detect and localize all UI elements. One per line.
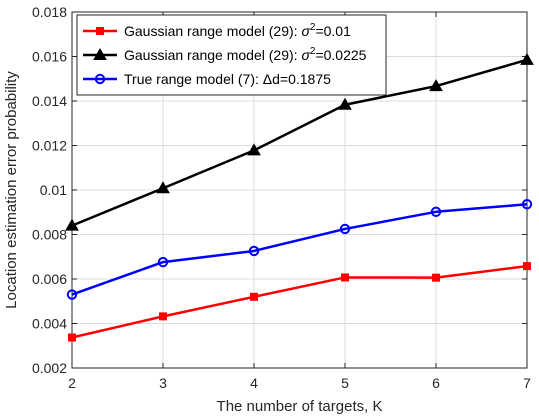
data-point bbox=[66, 289, 78, 300]
data-point bbox=[429, 79, 443, 92]
legend-label: Gaussian range model (29): σ2=0.01 bbox=[124, 22, 351, 39]
y-tick-label: 0.006 bbox=[32, 271, 67, 287]
legend-label: True range model (7): Δd=0.1875 bbox=[124, 71, 331, 87]
data-point bbox=[341, 273, 349, 282]
legend-item: True range model (7): Δd=0.1875 bbox=[83, 71, 331, 87]
legend: Gaussian range model (29): σ2=0.01 Gaussi… bbox=[76, 14, 387, 96]
x-axis-title: The number of targets, K bbox=[217, 398, 383, 415]
y-axis-title: Location estimation error probability bbox=[3, 71, 20, 309]
data-point bbox=[156, 181, 170, 194]
series-line bbox=[71, 58, 528, 227]
y-tick-label: 0.01 bbox=[40, 182, 67, 198]
legend-item: Gaussian range model (29): σ2=0.0225 bbox=[83, 46, 367, 63]
data-point bbox=[520, 52, 534, 65]
x-tick-label: 7 bbox=[523, 375, 531, 391]
y-tick-label: 0.016 bbox=[32, 49, 67, 65]
legend-item: Gaussian range model (29): σ2=0.01 bbox=[83, 22, 351, 39]
legend-marker bbox=[96, 27, 104, 35]
data-point bbox=[68, 333, 76, 342]
y-tick-label: 0.018 bbox=[32, 4, 67, 20]
data-point bbox=[432, 273, 440, 282]
data-point bbox=[247, 143, 261, 156]
data-point bbox=[157, 256, 169, 268]
data-point bbox=[338, 97, 352, 110]
legend-marker bbox=[93, 47, 107, 60]
legend-label: Gaussian range model (29): σ2=0.0225 bbox=[124, 46, 367, 63]
series-line bbox=[71, 202, 528, 296]
x-tick-label: 2 bbox=[68, 375, 76, 391]
data-point bbox=[65, 218, 79, 231]
legend-box bbox=[76, 14, 387, 96]
data-point bbox=[250, 292, 258, 301]
data-point bbox=[339, 223, 351, 235]
data-point bbox=[159, 312, 167, 321]
y-tick-label: 0.002 bbox=[32, 360, 67, 376]
y-tick-label: 0.008 bbox=[32, 227, 67, 243]
x-tick-label: 6 bbox=[432, 375, 440, 391]
data-point bbox=[248, 245, 260, 257]
series-3 bbox=[66, 199, 533, 300]
data-point bbox=[523, 262, 531, 271]
x-tick-label: 3 bbox=[159, 375, 167, 391]
y-tick-label: 0.012 bbox=[32, 138, 67, 154]
data-point bbox=[521, 199, 533, 210]
series-1 bbox=[68, 262, 531, 342]
legend-marker bbox=[94, 73, 106, 85]
y-tick-label: 0.014 bbox=[32, 93, 67, 109]
series-line bbox=[71, 264, 528, 339]
data-point bbox=[430, 206, 442, 218]
series-2 bbox=[65, 52, 534, 231]
y-tick-label: 0.004 bbox=[32, 316, 67, 332]
x-tick-label: 5 bbox=[341, 375, 349, 391]
series bbox=[65, 52, 534, 342]
x-tick-label: 4 bbox=[250, 375, 258, 391]
